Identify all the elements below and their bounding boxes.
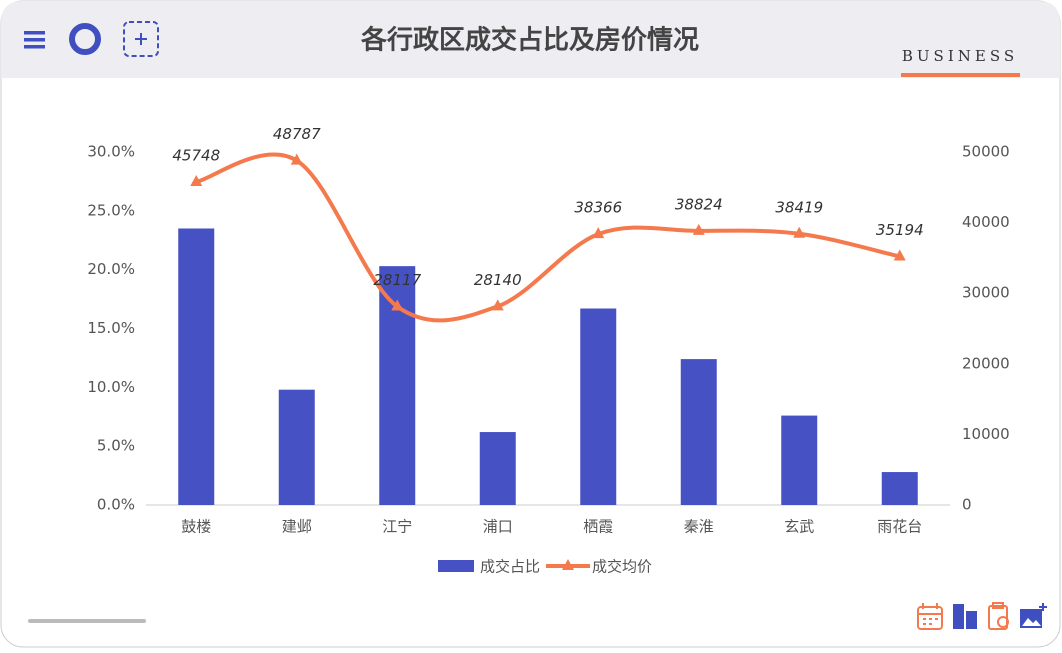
header-band <box>1 1 1060 78</box>
line-marker <box>893 249 906 261</box>
chart-title: 各行政区成交占比及房价情况 <box>360 25 699 56</box>
brand-underline <box>901 73 1020 77</box>
line-marker <box>290 153 303 165</box>
brand: BUSINESS <box>902 47 1018 65</box>
x-tick-label: 栖霞 <box>583 518 613 536</box>
y2-tick-label: 30000 <box>962 284 1010 302</box>
circle-icon[interactable] <box>69 23 101 55</box>
data-label: 48787 <box>273 125 321 143</box>
y-tick-label: 5.0% <box>97 437 135 455</box>
data-label: 28140 <box>474 271 522 289</box>
line-marker <box>793 226 806 238</box>
line-marker <box>190 175 203 187</box>
bar <box>881 472 918 505</box>
bar <box>580 308 617 505</box>
add-icon[interactable] <box>123 21 159 57</box>
menu-icon[interactable] <box>24 31 45 49</box>
bar <box>781 415 818 505</box>
line-marker <box>491 299 504 311</box>
x-tick-label: 江宁 <box>382 518 412 536</box>
line-marker <box>391 299 404 311</box>
legend-label: 成交占比 <box>480 558 540 576</box>
line-marker <box>592 227 605 239</box>
bar <box>278 389 315 505</box>
line-marker <box>692 223 705 235</box>
bar <box>479 432 516 505</box>
x-tick-label: 鼓楼 <box>181 518 211 536</box>
bar <box>178 228 215 505</box>
image-icon[interactable] <box>1020 603 1047 628</box>
line <box>195 152 901 323</box>
calendar-icon[interactable] <box>917 603 943 630</box>
y2-tick-label: 20000 <box>962 354 1010 372</box>
y-tick-label: 0.0% <box>97 496 135 514</box>
data-label: 28117 <box>373 271 421 289</box>
building-icon[interactable] <box>953 604 977 629</box>
bar <box>680 359 717 505</box>
y2-tick-label: 50000 <box>962 143 1010 161</box>
legend-label: 成交均价 <box>592 558 652 576</box>
x-tick-label: 雨花台 <box>877 518 922 536</box>
clipboard-icon[interactable] <box>988 602 1009 630</box>
data-label: 35194 <box>876 221 924 239</box>
y-tick-label: 20.0% <box>87 260 135 278</box>
x-tick-label: 玄武 <box>784 518 814 536</box>
x-tick-label: 建邺 <box>282 518 312 536</box>
y2-tick-label: 40000 <box>962 213 1010 231</box>
y-tick-label: 15.0% <box>87 319 135 337</box>
scroll-bar <box>28 619 146 623</box>
y-tick-label: 10.0% <box>87 378 135 396</box>
x-tick-label: 秦淮 <box>684 518 714 536</box>
data-label: 45748 <box>172 147 220 165</box>
data-label: 38824 <box>675 195 723 213</box>
y2-tick-label: 10000 <box>962 425 1010 443</box>
data-label: 38366 <box>574 199 622 217</box>
y-tick-label: 25.0% <box>87 201 135 219</box>
data-label: 38419 <box>775 198 823 216</box>
legend-swatch <box>562 559 574 570</box>
y2-tick-label: 0 <box>962 496 972 514</box>
y-tick-label: 30.0% <box>87 143 135 161</box>
legend-swatch <box>438 560 474 572</box>
x-tick-label: 浦口 <box>483 518 513 536</box>
